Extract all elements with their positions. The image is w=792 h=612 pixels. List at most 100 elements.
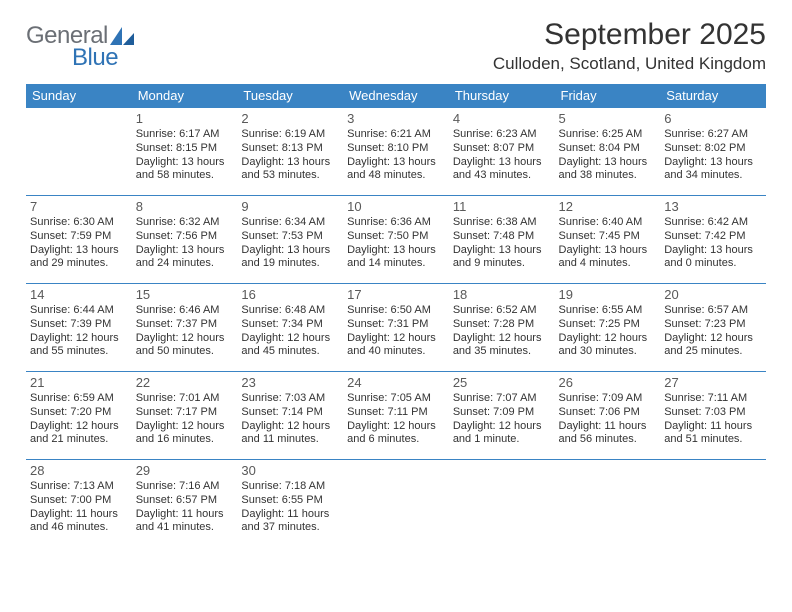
calendar-day-cell [26,108,132,196]
calendar-week-row: 21Sunrise: 6:59 AMSunset: 7:20 PMDayligh… [26,372,766,460]
sunrise-text: Sunrise: 6:44 AM [30,304,128,318]
day-info: Sunrise: 6:57 AMSunset: 7:23 PMDaylight:… [664,304,762,359]
daylight-text: Daylight: 12 hours and 55 minutes. [30,332,128,360]
location-subtitle: Culloden, Scotland, United Kingdom [493,54,766,74]
calendar-day-cell [660,460,766,548]
sunset-text: Sunset: 7:23 PM [664,318,762,332]
sunrise-text: Sunrise: 7:03 AM [241,392,339,406]
calendar-day-cell: 11Sunrise: 6:38 AMSunset: 7:48 PMDayligh… [449,196,555,284]
calendar-day-cell: 24Sunrise: 7:05 AMSunset: 7:11 PMDayligh… [343,372,449,460]
calendar-day-cell: 16 Sunrise: 6:48 AMSunset: 7:34 PMDayligh… [237,284,343,372]
day-number: 8 [136,199,234,214]
calendar-day-cell: 30Sunrise: 7:18 AMSunset: 6:55 PMDayligh… [237,460,343,548]
day-number: 18 [453,287,551,302]
day-info: Sunrise: 6:42 AMSunset: 7:42 PMDaylight:… [664,216,762,271]
daylight-text: Daylight: 13 hours and 9 minutes. [453,244,551,272]
daylight-text: Daylight: 13 hours and 38 minutes. [559,156,657,184]
day-number: 12 [559,199,657,214]
sunset-text: Sunset: 7:56 PM [136,230,234,244]
day-info: Sunrise: 6:23 AMSunset: 8:07 PMDaylight:… [453,128,551,183]
calendar-day-cell: 23Sunrise: 7:03 AMSunset: 7:14 PMDayligh… [237,372,343,460]
calendar-day-cell [449,460,555,548]
sunrise-text: Sunrise: 6:50 AM [347,304,445,318]
sunrise-text: Sunrise: 6:59 AM [30,392,128,406]
sunset-text: Sunset: 7:11 PM [347,406,445,420]
calendar-day-cell: 19Sunrise: 6:55 AMSunset: 7:25 PMDayligh… [555,284,661,372]
sunrise-text: Sunrise: 6:46 AM [136,304,234,318]
day-info: Sunrise: 6:48 AMSunset: 7:34 PMDaylight:… [241,304,339,359]
sunset-text: Sunset: 8:04 PM [559,142,657,156]
sunset-text: Sunset: 7:20 PM [30,406,128,420]
daylight-text: Daylight: 13 hours and 53 minutes. [241,156,339,184]
calendar-day-cell: 7Sunrise: 6:30 AMSunset: 7:59 PMDaylight… [26,196,132,284]
sunset-text: Sunset: 7:34 PM [241,318,339,332]
calendar-week-row: 28Sunrise: 7:13 AMSunset: 7:00 PMDayligh… [26,460,766,548]
weekday-header: Monday [132,84,238,108]
day-number: 5 [559,111,657,126]
daylight-text: Daylight: 11 hours and 56 minutes. [559,420,657,448]
calendar-day-cell: 26 Sunrise: 7:09 AMSunset: 7:06 PMDayligh… [555,372,661,460]
day-number: 10 [347,199,445,214]
sunrise-text: Sunrise: 6:17 AM [136,128,234,142]
weekday-header: Friday [555,84,661,108]
calendar-day-cell: 29Sunrise: 7:16 AMSunset: 6:57 PMDayligh… [132,460,238,548]
day-number: 30 [241,463,339,478]
daylight-text: Daylight: 13 hours and 14 minutes. [347,244,445,272]
sunrise-text: Sunrise: 6:52 AM [453,304,551,318]
weekday-header: Wednesday [343,84,449,108]
sunrise-text: Sunrise: 6:36 AM [347,216,445,230]
sunrise-text: Sunrise: 7:11 AM [664,392,762,406]
day-number: 26 [559,375,657,390]
daylight-text: Daylight: 12 hours and 30 minutes. [559,332,657,360]
day-number: 16 [241,287,339,302]
sunrise-text: Sunrise: 7:18 AM [241,480,339,494]
daylight-text: Daylight: 12 hours and 6 minutes. [347,420,445,448]
daylight-text: Daylight: 13 hours and 58 minutes. [136,156,234,184]
daylight-text: Daylight: 12 hours and 25 minutes. [664,332,762,360]
sunset-text: Sunset: 8:15 PM [136,142,234,156]
daylight-text: Daylight: 11 hours and 51 minutes. [664,420,762,448]
calendar-day-cell: 15Sunrise: 6:46 AMSunset: 7:37 PMDayligh… [132,284,238,372]
month-title: September 2025 [493,18,766,52]
sunset-text: Sunset: 7:53 PM [241,230,339,244]
calendar-day-cell: 3Sunrise: 6:21 AMSunset: 8:10 PMDaylight… [343,108,449,196]
calendar-day-cell: 4Sunrise: 6:23 AMSunset: 8:07 PMDaylight… [449,108,555,196]
day-info: Sunrise: 6:17 AMSunset: 8:15 PMDaylight:… [136,128,234,183]
sunrise-text: Sunrise: 6:32 AM [136,216,234,230]
sunrise-text: Sunrise: 6:23 AM [453,128,551,142]
sunrise-text: Sunrise: 7:09 AM [559,392,657,406]
day-info: Sunrise: 7:09 AMSunset: 7:06 PMDaylight:… [559,392,657,447]
day-info: Sunrise: 7:07 AMSunset: 7:09 PMDaylight:… [453,392,551,447]
day-number: 6 [664,111,762,126]
daylight-text: Daylight: 12 hours and 16 minutes. [136,420,234,448]
day-info: Sunrise: 6:52 AMSunset: 7:28 PMDaylight:… [453,304,551,359]
daylight-text: Daylight: 13 hours and 0 minutes. [664,244,762,272]
sunset-text: Sunset: 8:07 PM [453,142,551,156]
daylight-text: Daylight: 12 hours and 1 minute. [453,420,551,448]
day-info: Sunrise: 6:32 AMSunset: 7:56 PMDaylight:… [136,216,234,271]
day-info: Sunrise: 6:34 AMSunset: 7:53 PMDaylight:… [241,216,339,271]
day-info: Sunrise: 6:27 AMSunset: 8:02 PMDaylight:… [664,128,762,183]
day-number: 21 [30,375,128,390]
daylight-text: Daylight: 12 hours and 45 minutes. [241,332,339,360]
daylight-text: Daylight: 13 hours and 24 minutes. [136,244,234,272]
sunset-text: Sunset: 7:03 PM [664,406,762,420]
calendar-week-row: 1Sunrise: 6:17 AMSunset: 8:15 PMDaylight… [26,108,766,196]
calendar-day-cell [555,460,661,548]
day-info: Sunrise: 6:59 AMSunset: 7:20 PMDaylight:… [30,392,128,447]
daylight-text: Daylight: 11 hours and 37 minutes. [241,508,339,536]
day-info: Sunrise: 6:25 AMSunset: 8:04 PMDaylight:… [559,128,657,183]
weekday-header: Saturday [660,84,766,108]
day-info: Sunrise: 6:21 AMSunset: 8:10 PMDaylight:… [347,128,445,183]
sunset-text: Sunset: 7:09 PM [453,406,551,420]
sunrise-text: Sunrise: 7:07 AM [453,392,551,406]
sunrise-text: Sunrise: 6:34 AM [241,216,339,230]
day-number: 25 [453,375,551,390]
day-number: 11 [453,199,551,214]
calendar-week-row: 14Sunrise: 6:44 AMSunset: 7:39 PMDayligh… [26,284,766,372]
sunset-text: Sunset: 7:39 PM [30,318,128,332]
day-number: 23 [241,375,339,390]
day-number: 1 [136,111,234,126]
calendar-page: General Blue September 2025 Culloden, Sc… [0,0,792,548]
sunset-text: Sunset: 7:59 PM [30,230,128,244]
